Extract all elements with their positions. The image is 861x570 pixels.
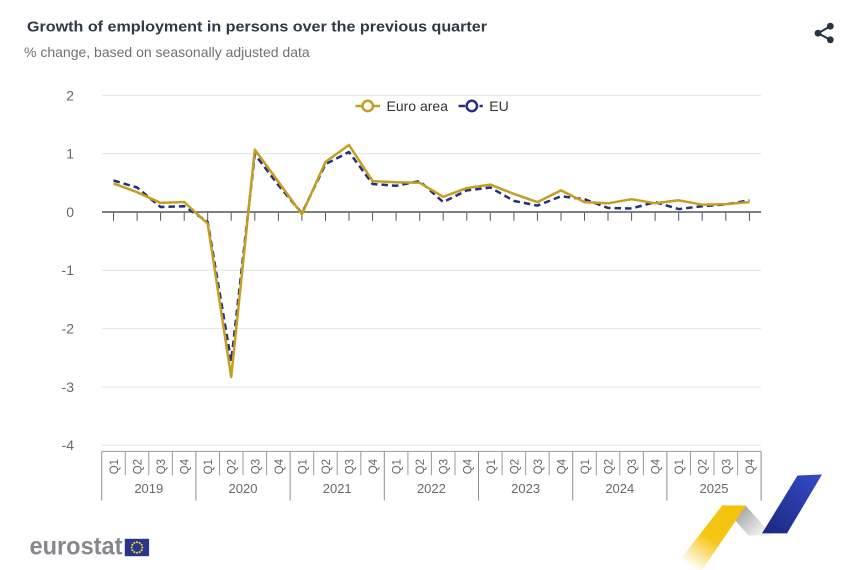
svg-text:2021: 2021 xyxy=(323,481,352,496)
svg-text:Q4: Q4 xyxy=(651,458,663,474)
svg-text:Q3: Q3 xyxy=(439,459,451,474)
svg-text:Q2: Q2 xyxy=(698,459,710,474)
svg-text:Q4: Q4 xyxy=(180,458,192,474)
svg-text:-3: -3 xyxy=(62,379,75,395)
svg-text:2019: 2019 xyxy=(134,481,163,496)
svg-text:Q4: Q4 xyxy=(745,458,757,474)
svg-text:0: 0 xyxy=(66,204,74,220)
svg-text:Growth of employment in person: Growth of employment in persons over the… xyxy=(27,19,487,36)
svg-text:Q3: Q3 xyxy=(156,459,168,474)
svg-text:Q3: Q3 xyxy=(721,459,733,474)
svg-text:Q3: Q3 xyxy=(627,459,639,474)
svg-text:Q2: Q2 xyxy=(509,459,521,474)
svg-text:-2: -2 xyxy=(62,321,75,337)
svg-text:2025: 2025 xyxy=(700,481,729,496)
svg-text:Q4: Q4 xyxy=(462,458,474,474)
svg-text:-1: -1 xyxy=(62,262,75,278)
svg-text:2022: 2022 xyxy=(417,481,446,496)
svg-text:Q4: Q4 xyxy=(557,458,569,474)
svg-text:Q1: Q1 xyxy=(297,459,309,474)
svg-text:Q1: Q1 xyxy=(109,459,121,474)
svg-text:2: 2 xyxy=(66,87,74,103)
svg-text:Q4: Q4 xyxy=(274,458,286,474)
svg-text:Q2: Q2 xyxy=(133,459,145,474)
svg-text:2024: 2024 xyxy=(605,481,634,496)
svg-text:Q3: Q3 xyxy=(533,459,545,474)
svg-text:-4: -4 xyxy=(62,437,75,453)
svg-text:Q1: Q1 xyxy=(203,459,215,474)
svg-text:2020: 2020 xyxy=(229,481,258,496)
svg-text:Q1: Q1 xyxy=(674,459,686,474)
svg-text:Q2: Q2 xyxy=(227,459,239,474)
svg-text:EU: EU xyxy=(489,98,508,114)
svg-text:% change, based on seasonally: % change, based on seasonally adjusted d… xyxy=(24,44,310,60)
svg-text:Q1: Q1 xyxy=(580,459,592,474)
svg-text:Euro area: Euro area xyxy=(387,98,449,114)
svg-text:Q2: Q2 xyxy=(415,459,427,474)
svg-text:1: 1 xyxy=(66,146,74,162)
svg-text:Q3: Q3 xyxy=(250,459,262,474)
svg-text:2023: 2023 xyxy=(511,481,540,496)
svg-text:Q1: Q1 xyxy=(392,459,404,474)
svg-text:eurostat: eurostat xyxy=(30,533,124,561)
svg-text:Q4: Q4 xyxy=(368,458,380,474)
svg-text:Q1: Q1 xyxy=(486,459,498,474)
svg-text:Q3: Q3 xyxy=(345,459,357,474)
svg-text:Q2: Q2 xyxy=(604,459,616,474)
svg-text:Q2: Q2 xyxy=(321,459,333,474)
